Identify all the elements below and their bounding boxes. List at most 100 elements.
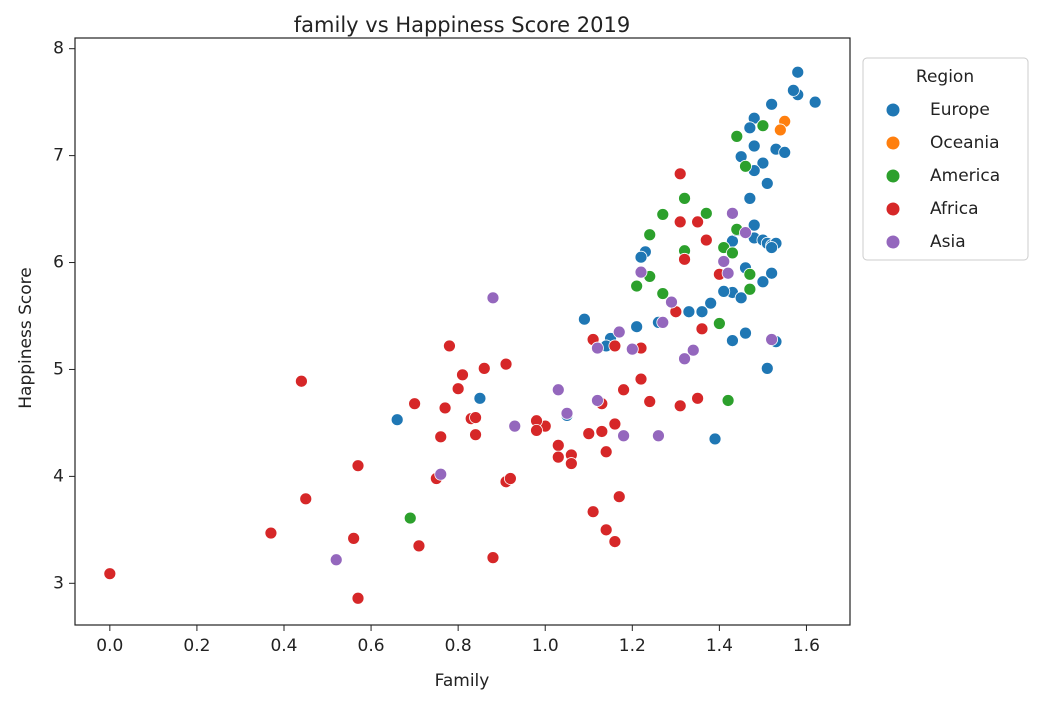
x-tick-label: 1.0 xyxy=(532,636,559,656)
legend-label: Africa xyxy=(930,199,979,219)
point xyxy=(486,291,500,305)
point xyxy=(486,551,500,565)
legend-title: Region xyxy=(916,67,974,87)
point xyxy=(682,305,696,319)
point xyxy=(434,430,448,444)
legend-marker xyxy=(885,234,901,250)
point xyxy=(608,417,622,431)
point xyxy=(530,424,543,437)
point xyxy=(438,401,452,415)
chart-title: family vs Happiness Score 2019 xyxy=(294,13,630,37)
point xyxy=(717,255,731,268)
point xyxy=(747,139,761,153)
legend-marker xyxy=(885,201,901,217)
point xyxy=(699,206,713,220)
point xyxy=(743,282,757,296)
legend-label: Oceania xyxy=(930,133,1000,153)
point xyxy=(591,394,604,407)
point xyxy=(765,333,779,346)
point xyxy=(599,445,613,459)
point xyxy=(617,429,630,443)
point xyxy=(630,320,644,334)
point xyxy=(408,397,422,411)
point xyxy=(612,490,626,504)
point xyxy=(599,523,613,537)
point xyxy=(743,267,757,281)
point xyxy=(643,228,657,242)
y-axis-label: Happiness Score xyxy=(16,267,36,408)
point xyxy=(695,305,709,319)
x-tick-label: 1.4 xyxy=(706,636,733,656)
point xyxy=(617,383,630,397)
point xyxy=(721,266,735,280)
point xyxy=(443,339,456,353)
point xyxy=(765,266,779,280)
point xyxy=(760,177,774,190)
y-tick-label: 6 xyxy=(53,253,64,273)
point xyxy=(656,316,670,329)
point xyxy=(564,457,578,470)
point xyxy=(347,531,361,545)
point xyxy=(351,459,365,473)
point xyxy=(695,322,709,336)
point xyxy=(673,167,687,181)
point xyxy=(756,119,770,133)
point xyxy=(264,526,278,540)
point xyxy=(739,226,752,239)
point xyxy=(678,352,691,366)
point xyxy=(765,241,779,254)
point xyxy=(704,296,718,310)
x-axis-label: Family xyxy=(435,671,490,691)
point xyxy=(578,312,591,326)
x-tick-label: 0.0 xyxy=(96,636,123,656)
point xyxy=(778,146,792,159)
point xyxy=(673,399,687,413)
point xyxy=(634,250,648,264)
point xyxy=(773,123,787,137)
point xyxy=(652,429,665,443)
point xyxy=(721,394,735,407)
point xyxy=(665,295,678,309)
point xyxy=(351,591,365,605)
x-tick-label: 0.2 xyxy=(183,636,210,656)
point xyxy=(708,432,722,446)
point xyxy=(691,391,705,405)
point xyxy=(673,215,687,229)
point xyxy=(686,343,700,357)
point xyxy=(608,535,622,549)
legend-marker xyxy=(885,168,901,184)
point xyxy=(630,279,644,293)
point xyxy=(634,265,648,279)
y-tick-label: 4 xyxy=(53,466,64,486)
point xyxy=(678,191,691,205)
point xyxy=(295,374,308,388)
point xyxy=(551,438,565,452)
point xyxy=(103,567,117,581)
point xyxy=(560,406,574,420)
point xyxy=(726,334,739,347)
point xyxy=(612,325,626,339)
point xyxy=(451,382,465,396)
point xyxy=(412,539,426,553)
point xyxy=(434,467,448,481)
x-tick-label: 1.6 xyxy=(793,636,820,656)
point xyxy=(756,275,770,289)
point xyxy=(329,553,343,567)
point xyxy=(469,428,482,442)
point xyxy=(591,341,604,355)
point xyxy=(656,208,670,221)
point xyxy=(743,191,757,205)
legend-label: Asia xyxy=(930,232,966,252)
point xyxy=(730,129,744,143)
point xyxy=(551,450,565,464)
point xyxy=(734,291,748,305)
point xyxy=(739,326,752,340)
x-tick-label: 1.2 xyxy=(619,636,646,656)
point xyxy=(786,83,800,97)
point xyxy=(473,391,487,405)
point xyxy=(691,215,705,229)
point xyxy=(503,472,517,485)
point xyxy=(699,233,713,247)
point xyxy=(760,361,774,375)
y-tick-label: 7 xyxy=(53,146,64,166)
